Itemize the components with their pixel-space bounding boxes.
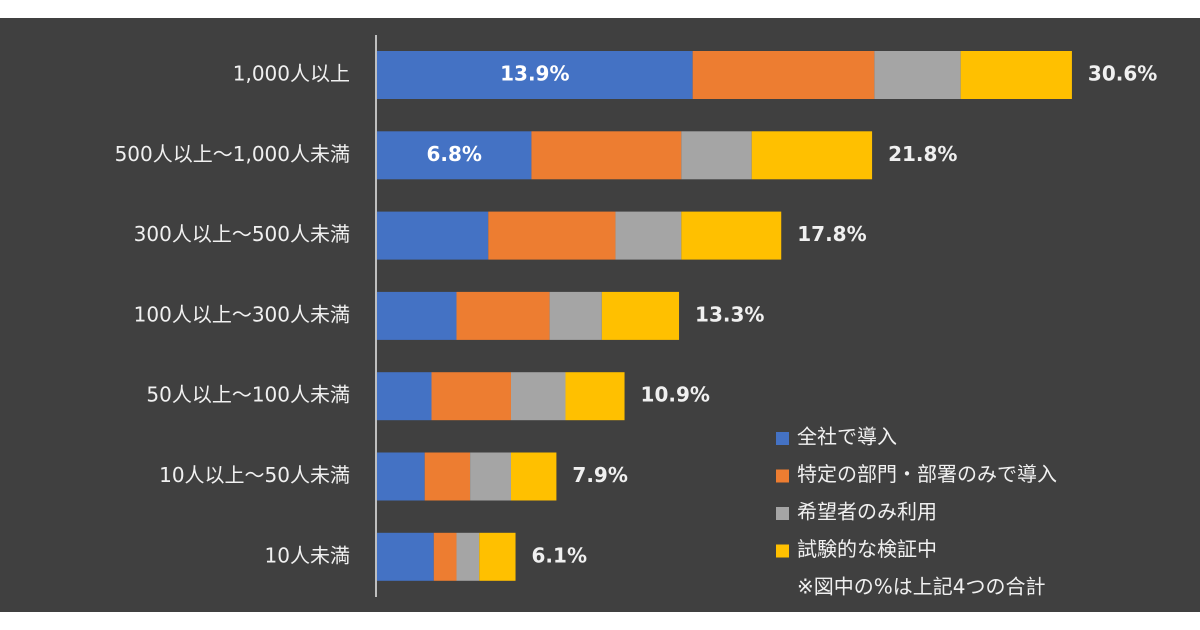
- bar-segment: [874, 51, 961, 99]
- bar-segment: [565, 372, 625, 421]
- value-label: 6.8%: [426, 142, 481, 166]
- bar-segment: [433, 532, 457, 581]
- legend-label: 希望者のみ利用: [797, 500, 937, 524]
- category-label: 1,000人以上: [233, 62, 350, 86]
- bar-segment: [510, 372, 566, 421]
- bar-segment: [377, 452, 425, 501]
- bar-segment: [681, 131, 752, 180]
- category-label: 50人以上～100人未満: [146, 383, 350, 407]
- category-label: 10人以上～50人未満: [159, 463, 350, 487]
- bar-segment: [692, 51, 875, 99]
- total-label: 21.8%: [888, 142, 957, 166]
- legend-label: 試験的な検証中: [797, 537, 937, 561]
- bar-segment: [377, 131, 532, 180]
- bar-segment: [456, 532, 480, 581]
- total-label: 13.3%: [695, 302, 764, 326]
- bar-segment: [377, 51, 693, 99]
- bar-segment: [479, 532, 516, 581]
- bar-segment: [751, 131, 873, 180]
- total-label: 10.9%: [641, 383, 710, 407]
- bar-segment: [377, 372, 432, 421]
- total-label: 17.8%: [797, 222, 866, 246]
- bar-segment: [431, 372, 511, 421]
- legend-swatch: [776, 507, 789, 520]
- total-label: 30.6%: [1088, 62, 1157, 86]
- legend-label: 特定の部門・部署のみで導入: [797, 462, 1057, 486]
- legend-label: 全社で導入: [797, 425, 897, 449]
- value-label: 13.9%: [500, 62, 569, 86]
- bar-segment: [681, 211, 782, 260]
- category-label: 500人以上～1,000人未満: [115, 142, 350, 166]
- bar-segment: [424, 452, 471, 501]
- category-label: 10人未満: [265, 543, 350, 567]
- bar-segment: [377, 291, 457, 340]
- category-label: 100人以上～300人未満: [134, 302, 350, 326]
- legend-swatch: [776, 544, 789, 558]
- bar-segment: [615, 211, 682, 260]
- total-label: 6.1%: [532, 543, 587, 567]
- legend-swatch: [776, 469, 789, 483]
- bar-segment: [456, 291, 550, 340]
- bar-segment: [549, 291, 602, 340]
- bar-segment: [531, 131, 682, 180]
- bar-segment: [470, 452, 511, 501]
- bar-segment: [377, 532, 434, 581]
- note: ※図中の%は上記4つの合計: [797, 575, 1046, 599]
- bar-segment: [377, 211, 489, 260]
- bar-segment: [960, 51, 1072, 99]
- category-label: 300人以上～500人未満: [134, 222, 350, 246]
- legend-swatch: [776, 432, 789, 445]
- bar-segment: [488, 211, 616, 260]
- bar-segment: [510, 452, 557, 501]
- bar-segment: [601, 291, 680, 340]
- total-label: 7.9%: [572, 463, 627, 487]
